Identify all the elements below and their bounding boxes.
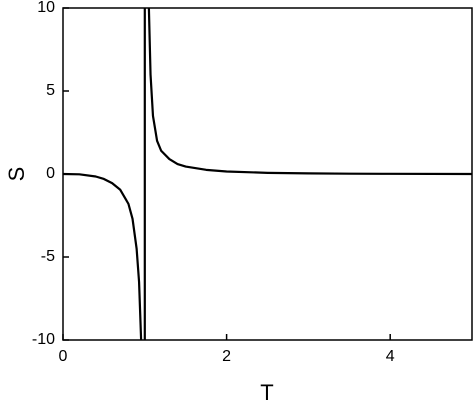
x-axis-label: T: [260, 380, 273, 405]
y-axis-label: S: [4, 167, 29, 182]
line: [62, 7, 473, 341]
y-tick-label: -10: [32, 331, 55, 348]
y-tick-label: 5: [46, 82, 55, 99]
y-tick-label: 10: [37, 0, 55, 16]
x-tick-label: 4: [386, 348, 395, 365]
y-tick-label: 0: [46, 165, 55, 182]
x-tick-label: 2: [222, 348, 231, 365]
x-tick-label: 0: [59, 348, 68, 365]
y-tick-label: -5: [41, 248, 55, 265]
